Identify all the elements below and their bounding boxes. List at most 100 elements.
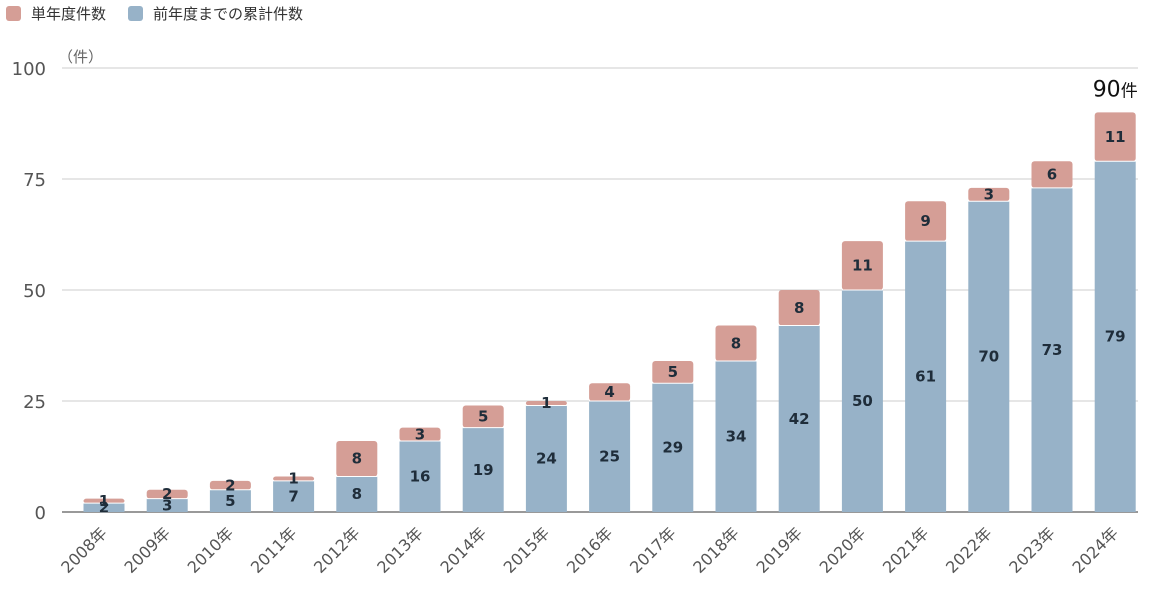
legend-swatch-single-year: [6, 5, 21, 21]
value-label-cumulative: 24: [536, 450, 557, 468]
total-annotation-value: 90: [1093, 77, 1121, 102]
bar-single-year: [905, 201, 947, 242]
bar-single-year: [462, 405, 504, 428]
x-tick-label: 2017年: [626, 523, 680, 577]
value-label-cumulative: 25: [599, 448, 620, 466]
value-label-single-year: 5: [668, 363, 678, 381]
y-tick-label: 50: [23, 281, 46, 302]
x-tick-label: 2022年: [942, 523, 996, 577]
bar-single-year: [1094, 112, 1136, 162]
value-label-cumulative: 5: [225, 492, 235, 510]
value-label-cumulative: 70: [978, 348, 999, 366]
x-tick-label: 2014年: [436, 523, 490, 577]
bar-cumulative: [273, 480, 315, 512]
value-label-cumulative: 8: [352, 485, 362, 503]
x-tick-label: 2016年: [563, 523, 617, 577]
total-annotation: 90件: [1093, 77, 1138, 102]
y-tick-label: 75: [23, 170, 46, 191]
bar-cumulative: [399, 440, 441, 512]
value-label-single-year: 8: [352, 450, 362, 468]
legend-swatch-cumulative: [128, 5, 144, 21]
value-label-cumulative: 61: [915, 368, 936, 386]
x-tick-label: 2011年: [247, 523, 301, 577]
value-label-single-year: 3: [984, 186, 994, 204]
x-tick-label: 2024年: [1068, 523, 1122, 577]
value-label-cumulative: 73: [1042, 341, 1063, 359]
x-tick-label: 2023年: [1005, 523, 1059, 577]
bar-cumulative: [83, 503, 125, 512]
bar-single-year: [715, 325, 757, 362]
x-tick-label: 2009年: [120, 523, 174, 577]
value-label-cumulative: 2: [99, 499, 109, 517]
x-tick-label: 2021年: [879, 523, 933, 577]
bar-single-year: [968, 187, 1010, 202]
bar-cumulative: [525, 405, 567, 512]
value-label-single-year: 4: [604, 383, 614, 401]
bar-single-year: [146, 489, 188, 499]
legend-item-single-year: 単年度件数: [6, 3, 106, 24]
bar-cumulative: [778, 325, 820, 512]
value-label-single-year: 8: [731, 334, 741, 352]
bar-single-year: [399, 427, 441, 441]
bar-cumulative: [462, 427, 504, 512]
value-label-single-year: 9: [920, 212, 930, 230]
value-label-single-year: 11: [852, 257, 873, 275]
x-tick-label: 2015年: [500, 523, 554, 577]
value-label-cumulative: 34: [726, 428, 747, 446]
value-label-cumulative: 29: [662, 439, 683, 457]
bar-cumulative: [968, 201, 1010, 512]
bar-single-year: [525, 401, 567, 406]
legend: 単年度件数 前年度までの累計件数: [6, 2, 325, 24]
legend-item-cumulative: 前年度までの累計件数: [128, 3, 303, 24]
legend-label-cumulative: 前年度までの累計件数: [153, 4, 304, 23]
x-tick-label: 2019年: [752, 523, 806, 577]
value-label-cumulative: 7: [288, 487, 298, 505]
bar-cumulative: [209, 489, 251, 512]
value-label-single-year: 11: [1105, 128, 1126, 146]
bars: [83, 112, 1136, 513]
bar-cumulative: [1094, 161, 1136, 513]
value-label-single-year: 1: [288, 470, 298, 488]
value-label-single-year: 1: [99, 492, 109, 510]
value-label-single-year: 6: [1047, 166, 1057, 184]
value-label-single-year: 5: [478, 408, 488, 426]
x-tick-label: 2020年: [816, 523, 870, 577]
bar-single-year: [273, 476, 315, 481]
y-axis-unit-label: （件）: [58, 48, 103, 66]
total-annotation-suffix: 件: [1121, 81, 1138, 101]
bar-cumulative: [652, 383, 694, 512]
bar-cumulative: [146, 498, 188, 512]
bar-cumulative: [589, 401, 631, 512]
value-label-single-year: 1: [541, 394, 551, 412]
y-tick-label: 25: [23, 392, 46, 413]
value-label-cumulative: 79: [1105, 328, 1126, 346]
x-tick-label: 2012年: [310, 523, 364, 577]
gridlines: [62, 67, 1138, 513]
x-tick-label: 2008年: [57, 523, 111, 577]
bar-cumulative: [841, 290, 883, 512]
legend-label-single-year: 単年度件数: [31, 4, 107, 23]
y-tick-label: 100: [12, 59, 46, 80]
bar-single-year: [841, 241, 883, 290]
value-labels: 21 32 527188163195241254295348428501161970…: [99, 128, 1126, 517]
y-tick-label: 0: [35, 503, 46, 524]
value-label-single-year: 3: [415, 425, 425, 443]
x-tick-label: 2013年: [373, 523, 427, 577]
bar-single-year: [83, 498, 125, 504]
value-label-single-year: 2: [225, 476, 235, 494]
bar-cumulative: [905, 241, 947, 512]
x-tick-label: 2010年: [184, 523, 238, 577]
bar-cumulative: [715, 361, 757, 512]
bar-cumulative: [1031, 187, 1073, 512]
value-label-cumulative: 19: [473, 461, 494, 479]
value-label-cumulative: 42: [789, 410, 810, 428]
bar-single-year: [652, 361, 694, 384]
value-label-cumulative: 50: [852, 392, 873, 410]
value-label-cumulative: 16: [410, 467, 431, 485]
value-label-single-year: 2: [162, 485, 172, 503]
bar-single-year: [1031, 161, 1073, 188]
bar-single-year: [589, 383, 631, 401]
bar-single-year: [209, 480, 251, 490]
value-label-single-year: 8: [794, 299, 804, 317]
